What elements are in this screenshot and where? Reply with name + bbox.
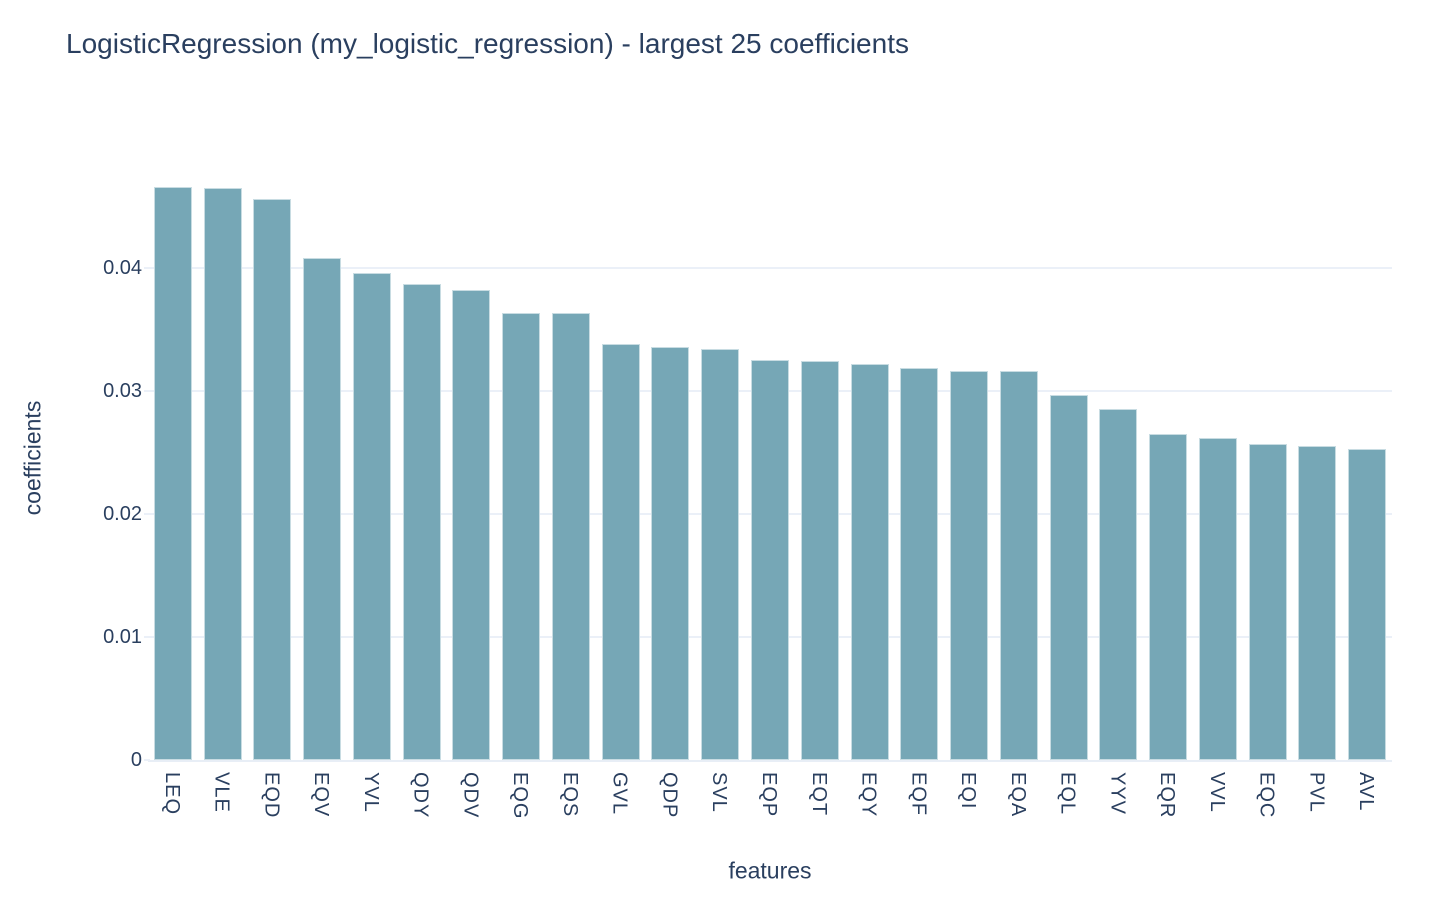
plot-area xyxy=(148,156,1392,762)
bar-VVL[interactable] xyxy=(1198,437,1237,760)
y-tick-label-0.04: 0.04 xyxy=(103,256,142,279)
bar-QDV[interactable] xyxy=(452,290,491,760)
y-axis-title: coefficients xyxy=(19,400,46,516)
x-tick-label-EQF: EQF xyxy=(907,772,930,817)
bar-EQP[interactable] xyxy=(751,360,789,760)
bar-EQA[interactable] xyxy=(999,371,1038,760)
x-tick-label-VLE: VLE xyxy=(210,772,233,813)
bar-EQD[interactable] xyxy=(253,199,292,760)
bar-EQR[interactable] xyxy=(1149,434,1188,760)
bar-PVL[interactable] xyxy=(1298,446,1337,760)
bar-LEQ[interactable] xyxy=(153,186,192,760)
bar-YVL[interactable] xyxy=(352,272,391,760)
x-tick-label-GVL: GVL xyxy=(608,772,631,816)
x-tick-label-YYV: YYV xyxy=(1106,772,1129,816)
bar-EQC[interactable] xyxy=(1248,443,1287,760)
x-tick-label-EQP: EQP xyxy=(758,772,780,818)
bar-EQT[interactable] xyxy=(800,361,839,760)
y-tick-label-0: 0 xyxy=(130,749,142,771)
x-tick-label-EQR: EQR xyxy=(1156,772,1179,819)
bar-QDY[interactable] xyxy=(402,283,441,760)
x-tick-label-SVL: SVL xyxy=(708,772,731,813)
x-tick-label-EQG: EQG xyxy=(509,772,532,820)
bar-EQF[interactable] xyxy=(900,367,939,760)
gridline-y-0.04 xyxy=(148,266,1392,269)
bar-EQG[interactable] xyxy=(502,313,541,760)
bar-EQS[interactable] xyxy=(551,313,590,760)
y-tick-mark xyxy=(144,512,150,515)
chart-title: LogisticRegression (my_logistic_regressi… xyxy=(66,28,909,59)
bar-GVL[interactable] xyxy=(601,344,640,760)
bar-EQI[interactable] xyxy=(950,371,989,760)
bar-SVL[interactable] xyxy=(701,349,740,760)
x-tick-label-QDV: QDV xyxy=(459,772,482,819)
x-tick-label-EQV: EQV xyxy=(310,772,333,818)
x-tick-label-QDP: QDP xyxy=(658,772,681,819)
bar-VLE[interactable] xyxy=(203,187,242,760)
x-tick-label-EQA: EQA xyxy=(1006,772,1029,818)
y-tick-mark xyxy=(144,266,150,269)
y-tick-label-0.01: 0.01 xyxy=(103,625,142,648)
x-tick-label-EQL: EQL xyxy=(1056,772,1079,816)
x-tick-label-LEQ: LEQ xyxy=(160,772,183,816)
bar-QDP[interactable] xyxy=(651,346,690,760)
x-tick-label-VVL: VVL xyxy=(1205,772,1228,813)
bar-EQL[interactable] xyxy=(1049,394,1088,760)
bar-YYV[interactable] xyxy=(1099,409,1138,760)
x-tick-label-EQD: EQD xyxy=(260,772,283,819)
x-tick-label-EQC: EQC xyxy=(1255,772,1278,819)
y-tick-label-0.03: 0.03 xyxy=(103,379,142,402)
y-tick-mark xyxy=(144,389,150,392)
bar-EQY[interactable] xyxy=(850,363,889,760)
x-tick-label-EQT: EQT xyxy=(807,772,830,817)
x-tick-label-YVL: YVL xyxy=(359,772,382,813)
x-tick-label-EQS: EQS xyxy=(558,772,581,818)
x-tick-label-EQI: EQI xyxy=(957,772,980,810)
bar-AVL[interactable] xyxy=(1348,448,1387,760)
y-tick-label-0.02: 0.02 xyxy=(103,502,142,525)
bar-EQV[interactable] xyxy=(303,258,342,760)
x-axis-title: features xyxy=(728,857,812,884)
y-tick-mark xyxy=(144,635,150,638)
x-tick-label-QDY: QDY xyxy=(409,772,432,819)
x-tick-label-AVL: AVL xyxy=(1355,772,1378,812)
x-tick-label-PVL: PVL xyxy=(1305,772,1328,813)
x-axis-zero-line xyxy=(148,760,1392,762)
x-tick-label-EQY: EQY xyxy=(857,772,880,818)
y-tick-mark xyxy=(144,759,150,761)
